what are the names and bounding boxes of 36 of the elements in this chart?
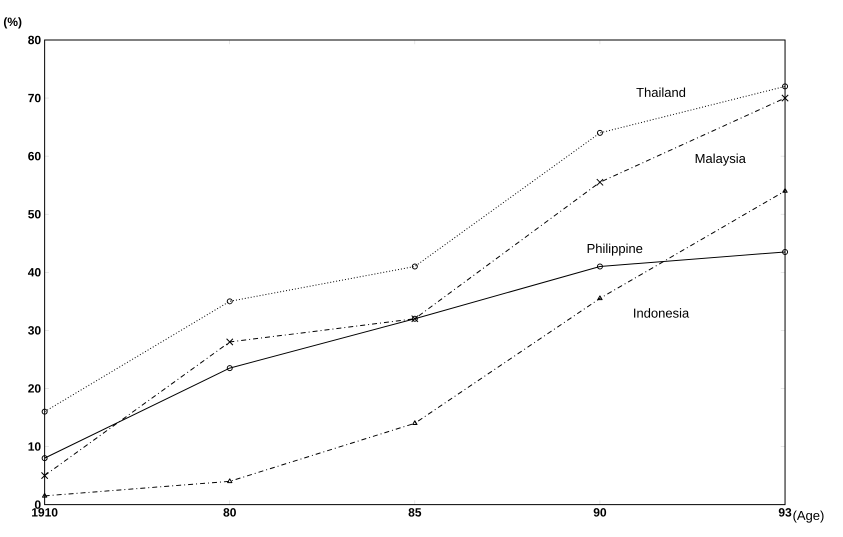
point [42, 408, 48, 415]
point [226, 298, 233, 305]
series-label: Indonesia [634, 308, 690, 318]
series-label: Philippine [588, 244, 642, 256]
point [227, 478, 232, 484]
y-tick-label: 40 [28, 268, 41, 277]
y-axis-title: (%) [4, 17, 22, 29]
x-tick-label: 1910 [32, 508, 58, 517]
point [597, 296, 603, 300]
y-tick-label: 70 [28, 94, 41, 102]
series-label: Thailand [636, 88, 686, 98]
x-tick-label: 80 [223, 508, 236, 517]
y-tick-label: 10 [28, 442, 41, 451]
y-tick-label: 20 [28, 384, 41, 393]
series-label: Malaysia [696, 154, 746, 166]
x-axis-title: (Age) [793, 510, 824, 523]
point [226, 365, 233, 372]
point [412, 264, 418, 270]
point [781, 94, 789, 102]
point [596, 264, 603, 270]
y-tick-label: 60 [28, 152, 41, 161]
x-tick-label: 85 [408, 508, 422, 517]
y-tick-label: 80 [28, 36, 41, 44]
point [42, 493, 48, 498]
y-tick-label: 30 [28, 326, 41, 335]
point [412, 420, 418, 426]
point [226, 338, 234, 346]
point [782, 84, 788, 90]
y-tick-label: 0 [34, 500, 41, 510]
point [596, 178, 604, 186]
point [40, 472, 48, 480]
x-tick-label: 93 [778, 508, 792, 517]
point [782, 188, 788, 193]
x-tick-label: 90 [594, 508, 606, 517]
y-tick-label: 50 [28, 210, 41, 219]
point [596, 130, 603, 136]
